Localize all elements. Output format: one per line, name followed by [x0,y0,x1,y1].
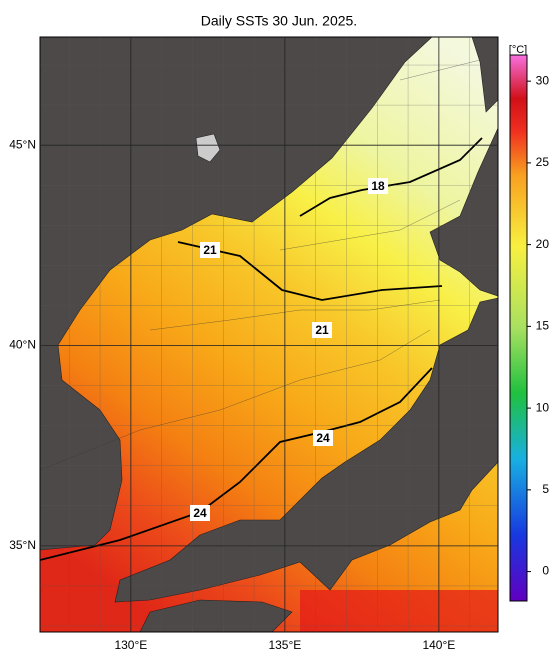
sakhalin [471,37,498,113]
warm-sea [300,590,498,632]
title: Daily SSTs 30 Jun. 2025. [201,13,357,29]
contour-label-box [368,178,388,194]
lon-tick-label: 140°E [422,638,455,652]
contour-label: 21 [315,323,329,337]
contour-label-box [200,242,220,258]
colorbar-tick-label: 15 [536,319,550,333]
contour-label: 21 [203,243,217,257]
hokkaido [429,127,498,297]
isotherms [40,59,483,561]
colorbar-tick-label: 25 [536,155,550,169]
contour-label-box [190,505,210,521]
lon-tick-label: 135°E [268,638,301,652]
lat-tick-label: 35°N [9,538,36,552]
continent [40,37,433,551]
ulleung-island [195,133,221,163]
lat-tick-label: 40°N [9,338,36,352]
contour-label-box [313,430,333,446]
contour-label: 24 [193,506,207,520]
honshu [114,297,498,603]
lat-tick-label: 45°N [9,137,36,151]
map-area [40,37,498,632]
contour-label: 18 [371,179,385,193]
map-frame [39,36,499,633]
lon-tick-label: 130°E [114,638,147,652]
colorbar-tick-label: 10 [536,400,550,414]
colorbar-tick-label: 30 [536,73,550,87]
colorbar-tick-label: 5 [542,482,549,496]
colorbar-unit: [°C] [509,44,527,56]
contour-label: 24 [316,431,330,445]
colorbar [509,54,528,602]
contour-label-box [312,322,332,338]
colorbar-tick-label: 0 [542,564,549,578]
colorbar-tick-label: 20 [536,237,550,251]
